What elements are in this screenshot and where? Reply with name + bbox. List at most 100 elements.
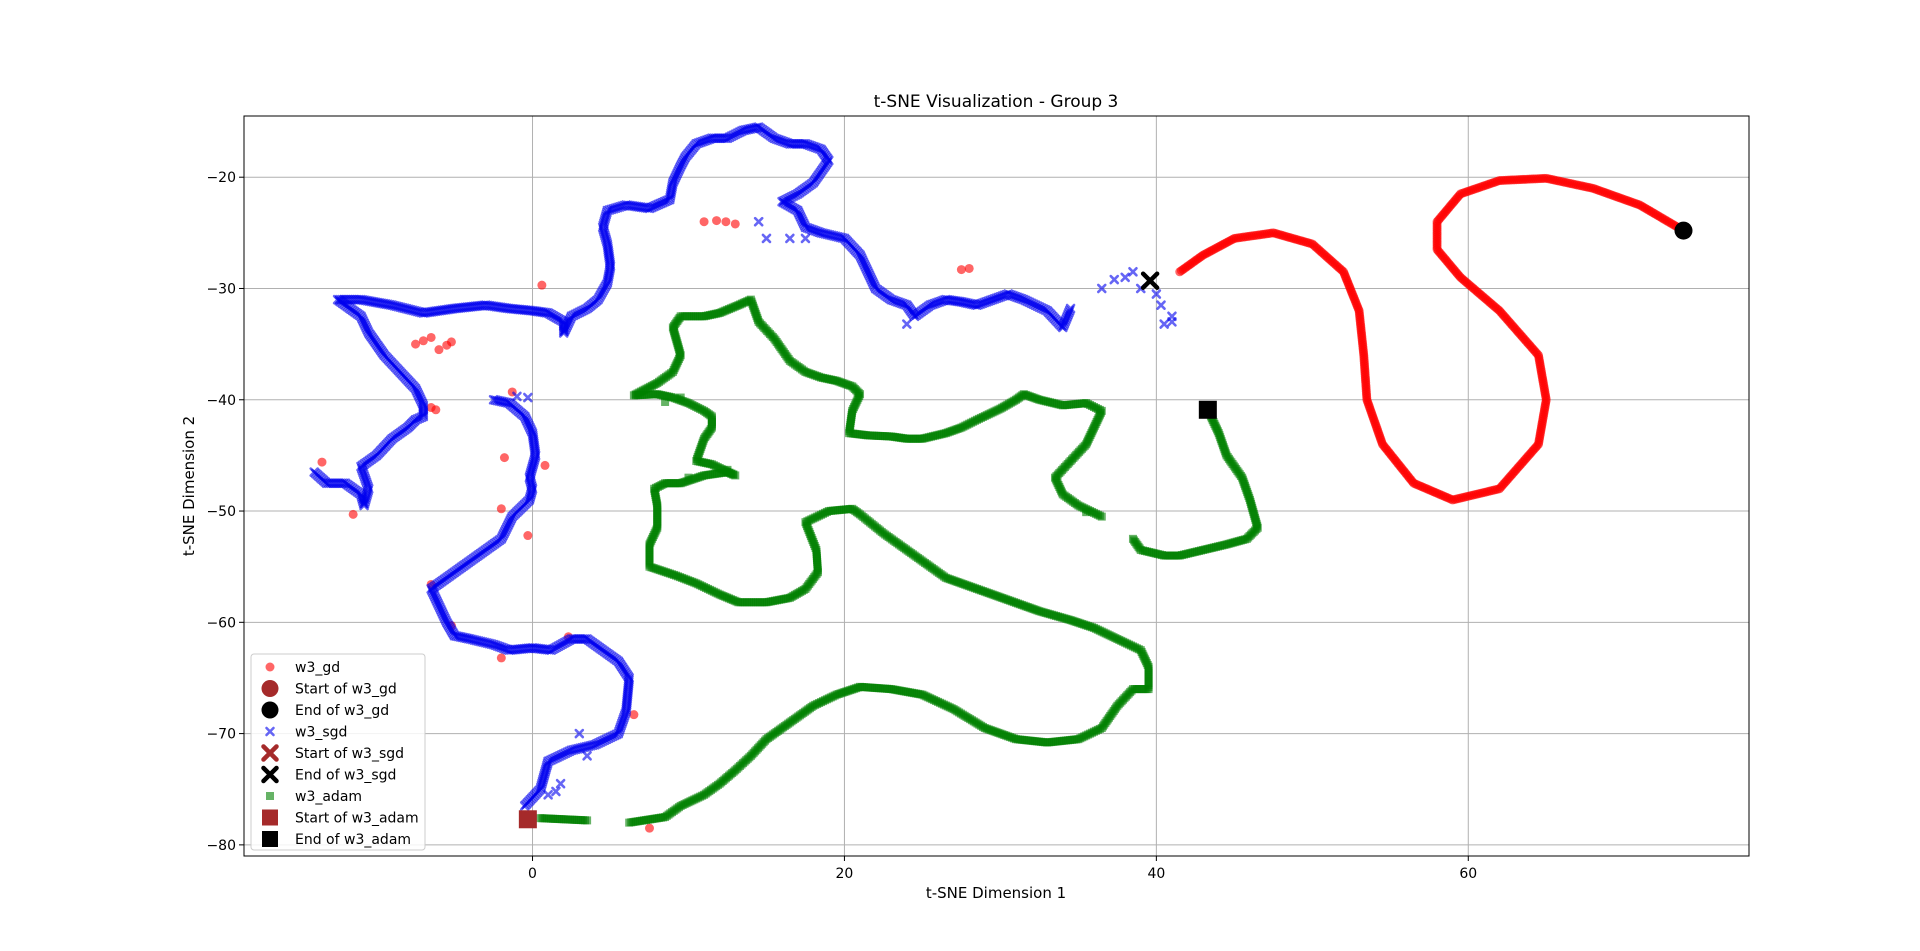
legend-label: Start of w3_gd bbox=[295, 682, 397, 698]
y-axis-ticks: −20 −30 −40 −50 −60 −70 −80 bbox=[206, 170, 244, 854]
data-point-w3_adam bbox=[723, 465, 732, 474]
data-point-w3_sgd bbox=[1159, 319, 1169, 329]
data-point-w3_adam bbox=[684, 473, 693, 482]
data-point-w3_sgd bbox=[488, 394, 499, 405]
data-point-w3_sgd bbox=[800, 233, 811, 244]
legend-marker-end-of-w3_sgd bbox=[261, 765, 279, 784]
x-axis-ticks: 0 20 40 60 bbox=[528, 856, 1477, 882]
legend-label: End of w3_adam bbox=[295, 832, 411, 848]
plot-frame bbox=[243, 115, 1750, 857]
data-point-w3_gd bbox=[446, 337, 456, 347]
data-point-w3_gd bbox=[730, 219, 740, 229]
data-point-w3_sgd bbox=[582, 751, 592, 761]
legend-item: End of w3_sgd bbox=[261, 765, 396, 784]
legend-label: w3_sgd bbox=[295, 725, 347, 741]
data-point-w3_adam bbox=[661, 397, 670, 406]
data-point-w3_gd bbox=[964, 263, 974, 273]
legend-label: w3_gd bbox=[295, 660, 340, 676]
data-point-w3_sgd bbox=[512, 391, 522, 402]
plot-background bbox=[244, 116, 1749, 856]
legend-item: Start of w3_adam bbox=[262, 809, 419, 827]
legend-item: w3_gd bbox=[265, 660, 340, 676]
legend-item: Start of w3_sgd bbox=[261, 744, 404, 762]
data-point-w3_sgd bbox=[761, 233, 772, 244]
data-point-w3_sgd bbox=[1109, 274, 1120, 285]
legend-label: End of w3_gd bbox=[295, 703, 389, 719]
y-tick-label: −30 bbox=[206, 281, 236, 297]
data-point-w3_adam bbox=[676, 393, 685, 402]
chart-title: t-SNE Visualization - Group 3 bbox=[874, 92, 1119, 112]
data-point-w3_adam bbox=[1097, 512, 1106, 521]
legend-marker-w3_gd bbox=[265, 662, 275, 672]
data-point-w3_gd bbox=[540, 460, 550, 470]
data-point-w3_sgd bbox=[1065, 303, 1076, 314]
series-w3_sgd bbox=[309, 122, 1177, 811]
y-tick-label: −80 bbox=[206, 838, 236, 854]
y-tick-label: −20 bbox=[206, 170, 236, 186]
legend: w3_gd Start of w3_gd End of w3_gd w3_sgd Sta… bbox=[250, 653, 426, 851]
end-of-w3_gd-marker bbox=[1674, 221, 1693, 240]
data-point-w3_sgd bbox=[551, 786, 561, 797]
data-point-w3_gd bbox=[411, 339, 421, 349]
series-layer bbox=[309, 122, 1688, 833]
data-point-w3_gd bbox=[317, 457, 327, 467]
legend-box bbox=[250, 653, 426, 851]
legend-item: End of w3_adam bbox=[262, 831, 411, 848]
data-point-w3_gd bbox=[712, 216, 722, 226]
legend-item: End of w3_gd bbox=[261, 701, 389, 719]
data-point-w3_sgd bbox=[555, 778, 566, 789]
data-point-w3_sgd bbox=[902, 319, 912, 329]
legend-marker-start-of-w3_sgd bbox=[261, 744, 279, 762]
data-point-w3_gd bbox=[699, 217, 709, 227]
y-tick-label: −70 bbox=[206, 727, 236, 743]
data-point-w3_gd bbox=[348, 509, 358, 519]
plot-area: 0 20 40 60 −20 −30 −40 −50 −60 −70 −80 bbox=[206, 115, 1750, 882]
legend-marker-start-of-w3_gd bbox=[261, 680, 279, 697]
legend-marker-end-of-w3_adam bbox=[262, 831, 278, 847]
data-point-w3_gd bbox=[496, 504, 506, 514]
end-of-w3_sgd-marker bbox=[1140, 271, 1160, 290]
legend-label: Start of w3_sgd bbox=[295, 746, 404, 762]
data-point-w3_gd bbox=[431, 405, 441, 415]
legend-item: w3_sgd bbox=[265, 725, 347, 741]
x-tick-label: 60 bbox=[1459, 866, 1477, 882]
data-point-w3_gd bbox=[629, 710, 639, 720]
data-point-w3_sgd bbox=[1128, 266, 1138, 277]
data-point-w3_gd bbox=[418, 336, 428, 346]
legend-item: Start of w3_gd bbox=[261, 680, 397, 698]
legend-label: End of w3_sgd bbox=[295, 768, 396, 784]
data-point-w3_sgd bbox=[1156, 300, 1166, 310]
data-point-w3_gd bbox=[721, 217, 731, 227]
data-point-w3_sgd bbox=[574, 728, 585, 739]
x-tick-label: 20 bbox=[836, 866, 854, 882]
legend-marker-end-of-w3_gd bbox=[261, 701, 279, 719]
data-point-w3_adam bbox=[1082, 508, 1091, 517]
x-tick-label: 0 bbox=[528, 866, 537, 882]
x-axis-label: t-SNE Dimension 1 bbox=[926, 884, 1066, 902]
y-tick-label: −50 bbox=[206, 504, 236, 520]
data-point-w3_gd bbox=[644, 823, 654, 833]
data-point-w3_gd bbox=[537, 280, 547, 290]
legend-item: w3_adam bbox=[266, 789, 362, 805]
end-of-w3_adam-marker bbox=[1198, 400, 1217, 419]
data-point-w3_gd bbox=[499, 453, 509, 463]
data-point-w3_sgd bbox=[1167, 317, 1177, 327]
legend-marker-start-of-w3_adam bbox=[262, 809, 278, 826]
series-w3_adam bbox=[536, 295, 1262, 827]
data-point-w3_gd bbox=[956, 265, 966, 275]
data-point-w3_sgd bbox=[1120, 272, 1130, 283]
data-point-w3_gd bbox=[426, 332, 436, 342]
data-point-w3_sgd bbox=[785, 233, 795, 244]
data-point-w3_gd bbox=[523, 531, 533, 541]
y-axis-label: t-SNE Dimension 2 bbox=[180, 416, 198, 556]
data-point-w3_adam bbox=[583, 816, 592, 825]
legend-label: w3_adam bbox=[295, 789, 362, 805]
start-of-w3_adam-marker bbox=[518, 810, 537, 829]
data-point-w3_sgd bbox=[543, 789, 553, 800]
legend-marker-w3_sgd bbox=[265, 726, 275, 737]
data-point-w3_sgd bbox=[523, 392, 533, 403]
data-point-w3_sgd bbox=[1151, 289, 1162, 299]
y-tick-label: −60 bbox=[206, 615, 236, 631]
x-tick-label: 40 bbox=[1147, 866, 1165, 882]
